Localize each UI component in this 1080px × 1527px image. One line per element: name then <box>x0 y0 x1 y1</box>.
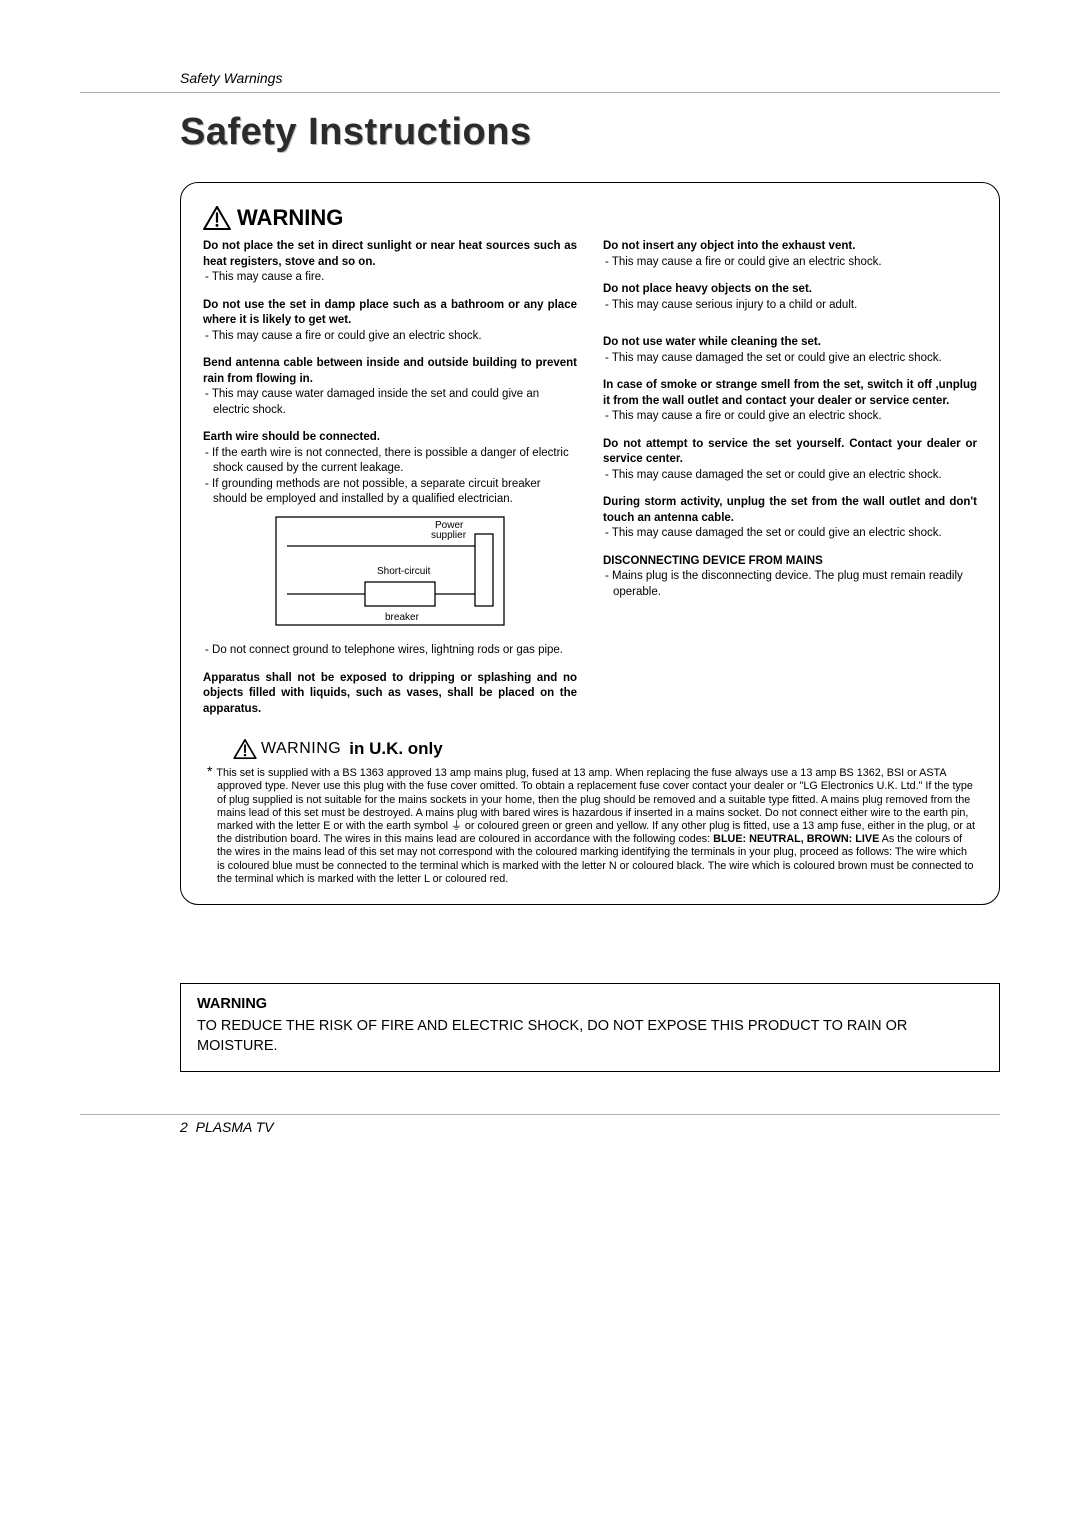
instruction-sub: This may cause a fire. <box>203 270 577 286</box>
instruction-sub: This may cause damaged the set or could … <box>603 351 977 367</box>
instruction-block: Do not insert any object into the exhaus… <box>603 239 977 270</box>
instruction-block: During storm activity, unplug the set fr… <box>603 495 977 542</box>
instruction-block: Do not use the set in damp place such as… <box>203 298 577 345</box>
instruction-head: Bend antenna cable between inside and ou… <box>203 356 577 387</box>
instruction-sub: If the earth wire is not connected, ther… <box>203 446 577 477</box>
instruction-head: Do not attempt to service the set yourse… <box>603 437 977 468</box>
footer-rule <box>80 1114 1000 1115</box>
instruction-block: DISCONNECTING DEVICE FROM MAINS Mains pl… <box>603 554 977 601</box>
instruction-sub: This may cause a fire or could give an e… <box>203 329 577 345</box>
instruction-head: Earth wire should be connected. <box>203 430 577 446</box>
instruction-sub: This may cause water damaged inside the … <box>203 387 577 418</box>
left-column: Do not place the set in direct sunlight … <box>203 239 577 717</box>
warning-triangle-icon <box>203 206 231 230</box>
page-number: 2 <box>180 1119 188 1135</box>
lower-warning-title: WARNING <box>197 994 983 1014</box>
uk-warning-body: * This set is supplied with a BS 1363 ap… <box>203 763 977 886</box>
instruction-head: Apparatus shall not be exposed to drippi… <box>203 671 577 718</box>
instruction-sub: This may cause a fire or could give an e… <box>603 409 977 425</box>
warning-box: WARNING Do not place the set in direct s… <box>180 182 1000 905</box>
lower-warning-box: WARNING TO REDUCE THE RISK OF FIRE AND E… <box>180 983 1000 1072</box>
instruction-block: Do not place the set in direct sunlight … <box>203 239 577 286</box>
instruction-block: Do not attempt to service the set yourse… <box>603 437 977 484</box>
diagram-label: breaker <box>385 612 420 623</box>
instruction-sub: If grounding methods are not possible, a… <box>203 477 577 508</box>
instruction-block: Earth wire should be connected. If the e… <box>203 430 577 631</box>
uk-warning-heading: WARNING in U.K. only <box>233 739 977 759</box>
instruction-block: Do not place heavy objects on the set. T… <box>603 282 977 313</box>
uk-only-label: in U.K. only <box>349 739 443 759</box>
diagram-label: Short-circuit <box>377 566 431 577</box>
instruction-head: In case of smoke or strange smell from t… <box>603 378 977 409</box>
instruction-sub: Do not connect ground to telephone wires… <box>203 643 577 659</box>
header-rule <box>80 92 1000 93</box>
instruction-sub: This may cause a fire or could give an e… <box>603 255 977 271</box>
instruction-sub: This may cause damaged the set or could … <box>603 468 977 484</box>
right-column: Do not insert any object into the exhaus… <box>603 239 977 717</box>
instruction-block: Bend antenna cable between inside and ou… <box>203 356 577 418</box>
instruction-sub: Mains plug is the disconnecting device. … <box>603 569 977 600</box>
instruction-block: In case of smoke or strange smell from t… <box>603 378 977 425</box>
instruction-head: Do not place the set in direct sunlight … <box>203 239 577 270</box>
warning-label: WARNING <box>237 205 343 231</box>
instruction-head: Do not use the set in damp place such as… <box>203 298 577 329</box>
instruction-block: Do not use water while cleaning the set.… <box>603 335 977 366</box>
header-section-label: Safety Warnings <box>180 70 1000 86</box>
instruction-head: Do not use water while cleaning the set. <box>603 335 977 351</box>
warning-triangle-icon <box>233 739 257 759</box>
warning-heading: WARNING <box>203 205 977 231</box>
instruction-head: DISCONNECTING DEVICE FROM MAINS <box>603 554 977 570</box>
lower-warning-body: TO REDUCE THE RISK OF FIRE AND ELECTRIC … <box>197 1016 983 1057</box>
footer-product: PLASMA TV <box>196 1119 274 1135</box>
page-title: Safety Instructions <box>180 111 1000 154</box>
earth-wire-diagram: Power supplier Short-circuit breaker <box>275 516 505 632</box>
footer-label: 2 PLASMA TV <box>180 1119 1000 1135</box>
instruction-sub: This may cause serious injury to a child… <box>603 298 977 314</box>
page: Safety Warnings Safety Instructions WARN… <box>0 0 1080 1527</box>
diagram-label: supplier <box>431 530 467 541</box>
instruction-head: Do not place heavy objects on the set. <box>603 282 977 298</box>
instruction-sub: This may cause damaged the set or could … <box>603 526 977 542</box>
uk-warning-label: WARNING <box>261 740 341 758</box>
instruction-head: During storm activity, unplug the set fr… <box>603 495 977 526</box>
two-column-layout: Do not place the set in direct sunlight … <box>203 239 977 717</box>
instruction-head: Do not insert any object into the exhaus… <box>603 239 977 255</box>
